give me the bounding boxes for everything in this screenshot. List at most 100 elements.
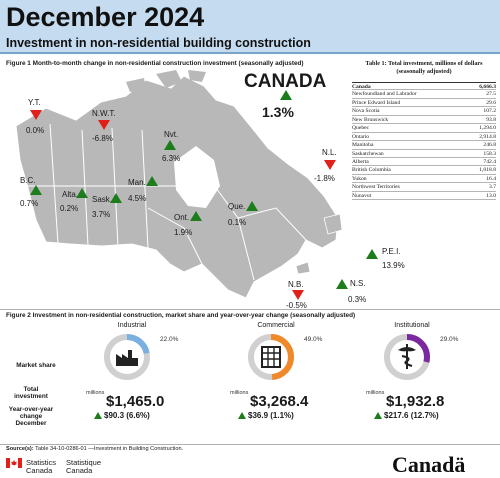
- donut-share-arc: [248, 334, 294, 380]
- region-yt: Y.T.: [28, 98, 41, 107]
- table-cell-region: Alberta: [352, 158, 369, 165]
- share-donut: [248, 334, 294, 380]
- sask-up-arrow-icon: [110, 193, 122, 203]
- table-cell-region: Quebec: [352, 125, 370, 132]
- table-row: Nunavut 13.0: [352, 192, 496, 201]
- statcan-en-line1: Statistics: [26, 458, 57, 467]
- region-name: B.C.: [20, 176, 36, 185]
- share-donut: [384, 334, 430, 380]
- statcan-en-line2: Canada: [26, 466, 53, 475]
- table-cell-value: 6,666.3: [479, 84, 496, 90]
- canada-up-arrow-icon: [280, 90, 292, 100]
- total-investment-value: $1,465.0: [106, 393, 165, 410]
- header-banner: December 2024 Investment in non-resident…: [0, 0, 500, 54]
- table-cell-value: 2,914.8: [479, 133, 496, 140]
- table-body: Canada 6,666.3 Newfoundland and Labrador 27…: [352, 82, 496, 201]
- table-cell-value: 246.8: [483, 142, 496, 149]
- donut-share-arc: [104, 334, 150, 380]
- region-value: 0.7%: [20, 199, 39, 208]
- wordmark-text: Canadä: [392, 452, 466, 477]
- table-row: Northwest Territories 3.7: [352, 183, 496, 192]
- region-value: 13.9%: [382, 261, 405, 270]
- table-cell-value: 29.6: [486, 99, 496, 106]
- donut-share-arc: [384, 334, 430, 380]
- source-label: Source(s):: [6, 446, 34, 452]
- share-donut: [104, 334, 150, 380]
- region-name: N.L.: [322, 148, 337, 157]
- figure2-caption: Figure 2 Investment in non-residential c…: [6, 312, 356, 319]
- share-percent: 29.0%: [440, 336, 459, 343]
- region-value: 4.5%: [128, 194, 147, 203]
- table-cell-region: Saskatchewan: [352, 150, 384, 157]
- table-cell-region: Nunavut: [352, 192, 372, 199]
- table-cell-value: 742.4: [483, 158, 496, 165]
- section-divider: [0, 309, 500, 310]
- footer-divider: [0, 444, 500, 445]
- table-row: Alberta 742.4: [352, 158, 496, 167]
- region-value: 0.3%: [348, 295, 367, 304]
- total-investment-label: Total investment: [14, 386, 48, 400]
- table-row: New Brunswick 93.8: [352, 116, 496, 125]
- region-name: Que.: [228, 202, 246, 211]
- statcan-en: Statistics Canada: [26, 459, 56, 475]
- table-row: Prince Edward Island 29.6: [352, 99, 496, 108]
- table-row: British Columbia 1,018.8: [352, 166, 496, 175]
- canada-flag-icon: [6, 458, 22, 468]
- market-share-label: Market share: [16, 362, 56, 369]
- millions-label: millions: [366, 390, 385, 396]
- region-name: N.W.T.: [92, 109, 116, 118]
- share-percent: 22.0%: [160, 336, 179, 343]
- table-cell-region: Ontario: [352, 133, 370, 140]
- table-row: Canada 6,666.3: [352, 82, 496, 91]
- table-cell-value: 1,294.0: [479, 125, 496, 132]
- total-investment-value: $1,932.8: [386, 393, 445, 410]
- canada-label: CANADA: [244, 71, 327, 92]
- table-cell-value: 3.7: [489, 184, 496, 191]
- nvt-up-arrow-icon: [164, 140, 176, 150]
- yoy-change-value: $90.3 (6.6%): [104, 411, 150, 420]
- region-value: -1.8%: [314, 174, 335, 183]
- yoy-change-value: $36.9 (1.1%): [248, 411, 294, 420]
- table-cell-region: Nova Scotia: [352, 108, 380, 115]
- region-name: N.S.: [350, 279, 366, 288]
- region-name: Sask.: [92, 195, 113, 204]
- table-cell-value: 27.5: [486, 91, 496, 98]
- building-icon: [261, 346, 281, 368]
- source-note: Source(s): Table 34-10-0286-01 —Investme…: [6, 446, 183, 452]
- region-name: Alta.: [62, 190, 79, 199]
- nb-down-arrow-icon: [292, 290, 304, 300]
- region-value: 1.9%: [174, 228, 193, 237]
- change-up-arrow-icon: [238, 412, 246, 419]
- table-cell-value: 16.4: [486, 175, 496, 182]
- table-caption: Table 1: Total investment, millions of d…: [365, 60, 483, 75]
- change-up-arrow-icon: [374, 412, 382, 419]
- table-row: Nova Scotia 107.2: [352, 107, 496, 116]
- canada-value: 1.3%: [262, 104, 294, 120]
- source-text: Table 34-10-0286-01 —Investment in Build…: [35, 446, 184, 452]
- ns-up-arrow-icon: [336, 279, 348, 289]
- caduceus-icon: [398, 344, 416, 369]
- table-row: Saskatchewan 158.3: [352, 150, 496, 158]
- region-value: 0.2%: [60, 204, 79, 213]
- factory-icon: [116, 350, 138, 366]
- region-value: -0.5%: [286, 301, 307, 310]
- figure1-caption: Figure 1 Month-to-month change in non-re…: [6, 60, 304, 67]
- region-value: 3.7%: [92, 210, 111, 219]
- column-title: Institutional: [394, 322, 430, 329]
- region-name: Ont.: [174, 213, 190, 222]
- table-cell-value: 158.3: [483, 150, 496, 157]
- table-cell-region: Prince Edward Island: [352, 99, 401, 106]
- change-up-arrow-icon: [94, 412, 102, 419]
- yoy-change-value: $217.6 (12.7%): [384, 411, 439, 420]
- statcan-fr-line2: Canada: [66, 466, 93, 475]
- table-row: Yukon 16.4: [352, 175, 496, 184]
- table-cell-region: Manitoba: [352, 142, 374, 149]
- region-value: 6.3%: [162, 154, 181, 163]
- yt-down-arrow-icon: [30, 110, 42, 120]
- table-row: Quebec 1,294.0: [352, 124, 496, 133]
- ont-up-arrow-icon: [190, 211, 202, 221]
- table-row: Manitoba 246.8: [352, 141, 496, 150]
- table-cell-region: Yukon: [352, 175, 367, 182]
- share-percent: 49.0%: [304, 336, 323, 343]
- table-cell-region: Newfoundland and Labrador: [352, 91, 417, 98]
